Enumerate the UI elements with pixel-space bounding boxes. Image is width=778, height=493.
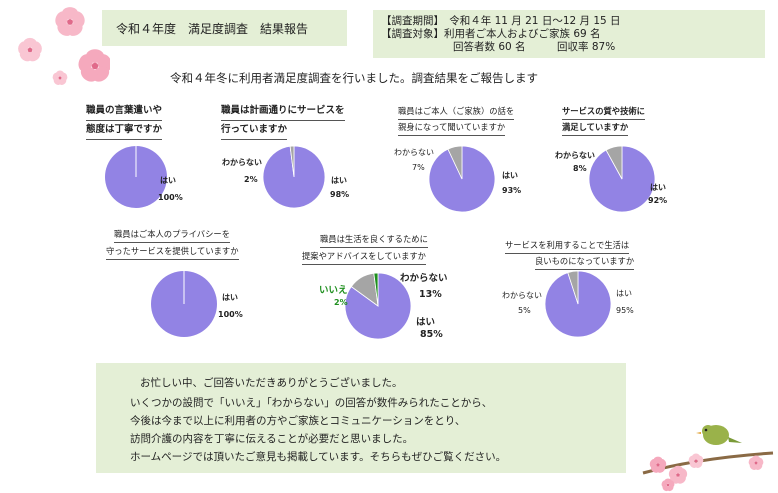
chart6-unknown-value: 13% — [419, 289, 442, 300]
chart3-unknown-label: わからない — [394, 148, 434, 157]
chart7-pie — [544, 270, 612, 338]
chart3-yes-label: はい — [502, 171, 518, 180]
message-line-1: お忙しい中、ご回答いただきありがとうございました。 — [140, 377, 403, 389]
chart7-title: サービスを利用することで生活は 良いものになっていますか — [505, 238, 635, 270]
message-line-5: ホームページでは頂いたご意見も掲載しています。そちらもぜひご覧ください。 — [130, 451, 507, 463]
chart7-unknown-value: 5% — [518, 306, 531, 315]
chart2-yes-value: 98% — [330, 190, 350, 199]
chart4-title-line2: 満足していますか — [562, 120, 629, 136]
chart5-pie — [151, 271, 217, 337]
chart7-yes-value: 95% — [616, 306, 634, 315]
chart3-title-line2: 親身になって聞いていますか — [398, 120, 506, 136]
chart1-yes-value: 100% — [158, 193, 183, 202]
chart4-title: サービスの質や技術に 満足していますか — [562, 104, 645, 136]
chart5-title-line2: 守ったサービスを提供していますか — [106, 243, 239, 260]
chart5-yes-value: 100% — [218, 310, 243, 319]
pie-slice-unknown — [605, 145, 623, 180]
survey-response: 回答者数 60 名 回収率 87% — [453, 41, 616, 53]
chart2-title-line2: 行っていますか — [221, 121, 288, 140]
pie-slice-no — [373, 272, 379, 307]
chart1-title-line2: 態度は丁寧ですか — [86, 121, 163, 140]
chart4-unknown-label: わからない — [555, 151, 595, 160]
bird-branch-decoration — [642, 425, 774, 492]
pie-slice-unknown — [447, 145, 463, 180]
cherry-blossom-decoration — [18, 7, 110, 85]
chart7-yes-label: はい — [616, 289, 632, 298]
chart2-yes-label: はい — [331, 176, 347, 185]
chart6-no-value: 2% — [334, 298, 348, 307]
pie-slice-unknown — [289, 145, 295, 178]
chart1-title-line1: 職員の言葉遣いや — [86, 102, 163, 121]
message-box: お忙しい中、ご回答いただきありがとうございました。 いくつかの設問で「いいえ」「… — [96, 363, 626, 473]
chart2-title-line1: 職員は計画通りにサービスを — [221, 102, 345, 121]
chart5-title-line1: 職員はご本人のプライバシーを — [114, 226, 230, 243]
chart6-yes-value: 85% — [420, 329, 443, 340]
survey-info-box: 【調査期間】 令和４年 11 月 21 日～12 月 15 日 【調査対象】利用… — [373, 10, 765, 58]
chart6-pie — [344, 272, 412, 340]
message-line-2: いくつかの設問で「いいえ」「わからない」の回答が数件みられたことから、 — [130, 397, 493, 409]
chart2-unknown-label: わからない — [222, 158, 262, 167]
intro-text: 令和４年冬に利用者満足度調査を行いました。調査結果をご報告します — [170, 71, 538, 85]
chart6-unknown-label: わからない — [400, 273, 448, 284]
chart3-unknown-value: 7% — [412, 163, 425, 172]
chart4-title-line1: サービスの質や技術に — [562, 104, 645, 120]
chart3-title-line1: 職員はご本人（ご家族）の話を — [398, 104, 515, 120]
chart6-title-line2: 提案やアドバイスをしていますか — [302, 248, 426, 265]
chart6-title: 職員は生活を良くするために 提案やアドバイスをしていますか — [302, 231, 428, 265]
pie-slice-unknown — [567, 270, 579, 305]
chart6-no-label: いいえ — [319, 285, 348, 296]
chart7-unknown-label: わからない — [502, 291, 542, 300]
chart6-yes-label: はい — [416, 317, 436, 328]
chart4-yes-value: 92% — [648, 196, 668, 205]
chart3-title: 職員はご本人（ご家族）の話を 親身になって聞いていますか — [398, 104, 515, 136]
survey-target: 【調査対象】利用者ご本人およびご家族 69 名 — [381, 28, 601, 40]
chart4-unknown-value: 8% — [573, 164, 587, 173]
chart1-yes-label: はい — [160, 176, 176, 185]
report-title-box: 令和４年度 満足度調査 結果報告 — [102, 10, 347, 46]
chart3-yes-value: 93% — [502, 186, 522, 195]
chart2-title: 職員は計画通りにサービスを 行っていますか — [221, 102, 345, 140]
chart7-title-line1: サービスを利用することで生活は — [505, 238, 630, 254]
survey-period: 【調査期間】 令和４年 11 月 21 日～12 月 15 日 — [381, 15, 621, 27]
chart5-title: 職員はご本人のプライバシーを 守ったサービスを提供していますか — [106, 226, 239, 260]
chart5-yes-label: はい — [222, 293, 238, 302]
report-title: 令和４年度 満足度調査 結果報告 — [116, 22, 309, 36]
chart2-unknown-value: 2% — [244, 175, 258, 184]
chart3-pie — [428, 145, 496, 213]
chart7-title-line2: 良いものになっていますか — [535, 254, 635, 270]
chart2-pie — [262, 145, 326, 209]
message-line-4: 訪問介護の内容を丁寧に伝えることが必要だと思いました。 — [130, 433, 414, 445]
chart6-title-line1: 職員は生活を良くするために — [320, 231, 428, 248]
chart1-pie — [105, 146, 167, 208]
chart4-yes-label: はい — [650, 183, 666, 192]
chart1-title: 職員の言葉遣いや 態度は丁寧ですか — [86, 102, 163, 140]
chart4-pie — [588, 145, 656, 213]
message-line-3: 今後は今まで以上に利用者の方やご家族とコミュニケーションをとり、 — [130, 415, 466, 427]
